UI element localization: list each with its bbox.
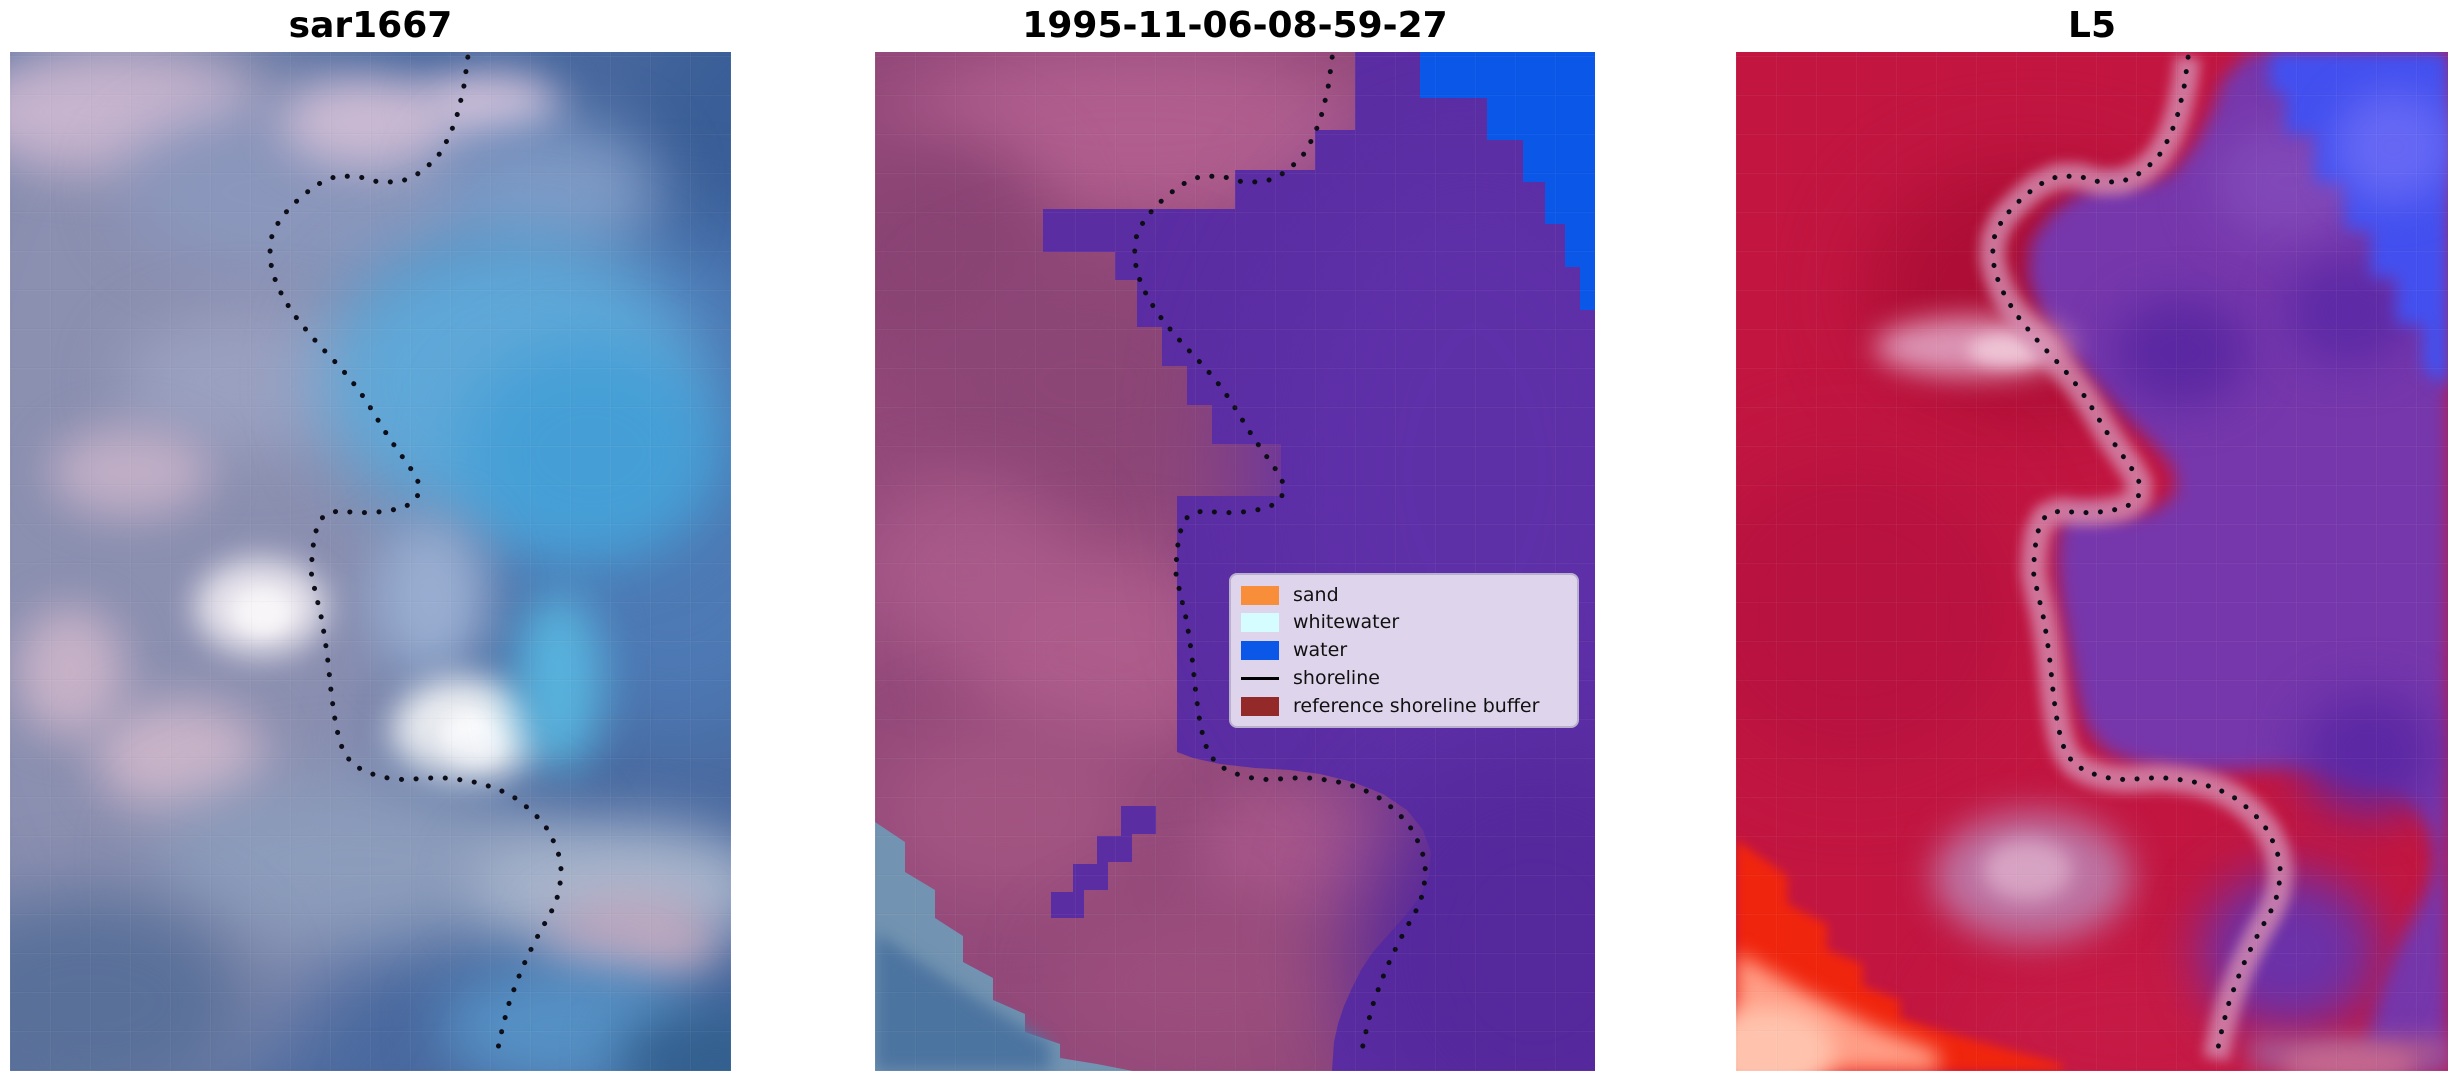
panel-title-date: 1995-11-06-08-59-27	[1022, 5, 1448, 46]
satellite-image-classified	[875, 52, 1595, 1071]
legend-item-shoreline: shoreline	[1241, 665, 1567, 691]
reference-shoreline-buffer-swatch-icon	[1241, 696, 1279, 716]
satellite-image-l5	[1736, 52, 2448, 1071]
panel-title-sar1667: sar1667	[288, 5, 453, 46]
legend-item-whitewater: whitewater	[1241, 610, 1567, 636]
panel-image-classified: sand whitewater water shoreline referenc…	[875, 52, 1595, 1071]
legend-label: shoreline	[1293, 666, 1380, 689]
panel-image-l5	[1736, 52, 2448, 1071]
water-swatch-icon	[1241, 641, 1279, 660]
sand-swatch-icon	[1241, 585, 1279, 605]
legend-label: whitewater	[1293, 611, 1400, 634]
satellite-image-sar	[10, 52, 731, 1071]
legend-label: water	[1293, 639, 1348, 661]
legend-item-water: water	[1241, 638, 1567, 664]
whitewater-swatch-icon	[1241, 613, 1279, 633]
legend-item-sand: sand	[1241, 582, 1567, 608]
legend-item-reference-shoreline-buffer: reference shoreline buffer	[1241, 693, 1567, 719]
panel-image-sar1667	[10, 52, 731, 1071]
shoreline-line-icon	[1241, 676, 1279, 680]
legend-label: sand	[1293, 583, 1339, 606]
legend-label: reference shoreline buffer	[1293, 694, 1540, 717]
legend: sand whitewater water shoreline referenc…	[1229, 573, 1579, 728]
panel-title-l5: L5	[2068, 5, 2116, 46]
